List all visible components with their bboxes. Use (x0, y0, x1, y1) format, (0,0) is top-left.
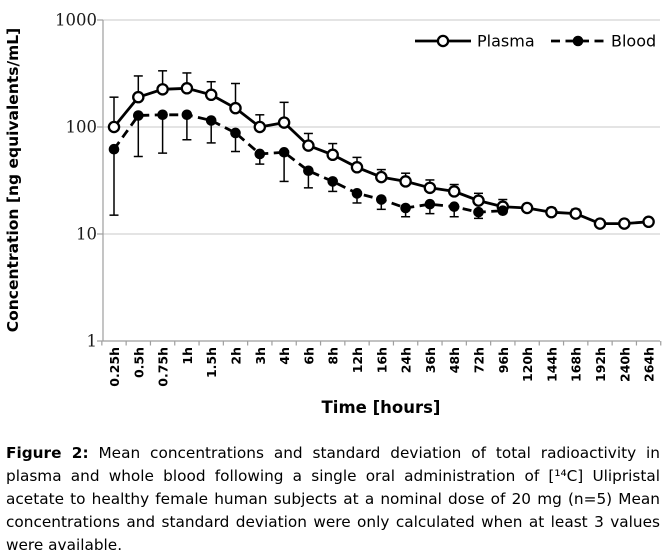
svg-text:0.5h: 0.5h (131, 347, 146, 378)
plasma-error-bars (109, 70, 581, 214)
svg-text:48h: 48h (447, 347, 462, 373)
svg-text:8h: 8h (326, 347, 341, 365)
svg-text:264h: 264h (642, 347, 657, 382)
figure-chart: 1 10 100 1000 0.25h 0.5h 0.75h 1h 1.5h 2h 3h 4h 6h 8h… (4, 11, 662, 417)
blood-line (112, 113, 503, 214)
legend-blood-marker (572, 35, 584, 47)
svg-text:120h: 120h (520, 347, 535, 382)
svg-text:2h: 2h (229, 347, 244, 365)
svg-text:3h: 3h (253, 347, 268, 365)
x-axis-title: Time [hours] (322, 398, 441, 417)
plasma-markers (107, 82, 655, 230)
x-axis-tick-labels: 0.25h 0.5h 0.75h 1h 1.5h 2h 3h 4h 6h 8h 12h 16h 24h 3… (107, 347, 657, 387)
axes (97, 19, 662, 346)
svg-text:36h: 36h (423, 347, 438, 373)
svg-text:24h: 24h (399, 347, 414, 373)
svg-text:6h: 6h (301, 347, 316, 365)
svg-text:96h: 96h (496, 347, 511, 373)
svg-text:240h: 240h (617, 347, 632, 382)
svg-text:1.5h: 1.5h (204, 347, 219, 378)
svg-text:0.25h: 0.25h (107, 347, 122, 387)
svg-text:144h: 144h (544, 347, 559, 382)
figure-caption-label: Figure 2: (6, 444, 89, 462)
svg-text:4h: 4h (277, 347, 292, 365)
legend-blood-label: Blood (611, 32, 656, 51)
figure-caption: Figure 2: Mean concentrations and standa… (6, 442, 660, 557)
svg-text:192h: 192h (593, 347, 608, 382)
svg-text:0.75h: 0.75h (156, 347, 171, 387)
blood-markers (108, 109, 509, 218)
svg-text:16h: 16h (374, 347, 389, 373)
figure-caption-text: Mean concentrations and standard deviati… (6, 444, 660, 554)
y-axis-title: Concentration [ng equivalents/mL] (4, 28, 22, 333)
svg-text:12h: 12h (350, 347, 365, 373)
svg-text:1: 1 (87, 332, 98, 351)
legend: Plasma Blood (415, 32, 656, 51)
legend-plasma-label: Plasma (477, 32, 535, 51)
svg-text:72h: 72h (472, 347, 487, 373)
svg-text:100: 100 (66, 118, 98, 137)
y-axis-tick-labels: 1 10 100 1000 (55, 11, 97, 351)
svg-text:1000: 1000 (55, 11, 97, 30)
gridlines (103, 19, 660, 235)
legend-plasma-marker (436, 34, 450, 48)
svg-text:1h: 1h (180, 347, 195, 365)
svg-text:168h: 168h (569, 347, 584, 382)
svg-text:10: 10 (76, 225, 97, 244)
